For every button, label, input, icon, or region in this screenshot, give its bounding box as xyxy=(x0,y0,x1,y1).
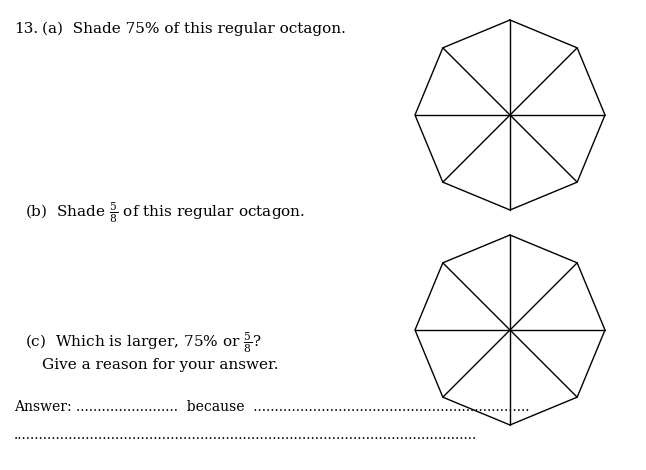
Text: (a)  Shade 75% of this regular octagon.: (a) Shade 75% of this regular octagon. xyxy=(42,22,346,36)
Text: Answer: ........................  because  .....................................: Answer: ........................ because… xyxy=(14,400,530,414)
Text: (c)  Which is larger, 75% or $\frac{5}{8}$?: (c) Which is larger, 75% or $\frac{5}{8}… xyxy=(25,330,262,355)
Text: Give a reason for your answer.: Give a reason for your answer. xyxy=(42,358,278,372)
Text: (b)  Shade $\frac{5}{8}$ of this regular octagon.: (b) Shade $\frac{5}{8}$ of this regular … xyxy=(25,200,305,225)
Text: ................................................................................: ........................................… xyxy=(14,428,477,442)
Text: 13.: 13. xyxy=(14,22,38,36)
